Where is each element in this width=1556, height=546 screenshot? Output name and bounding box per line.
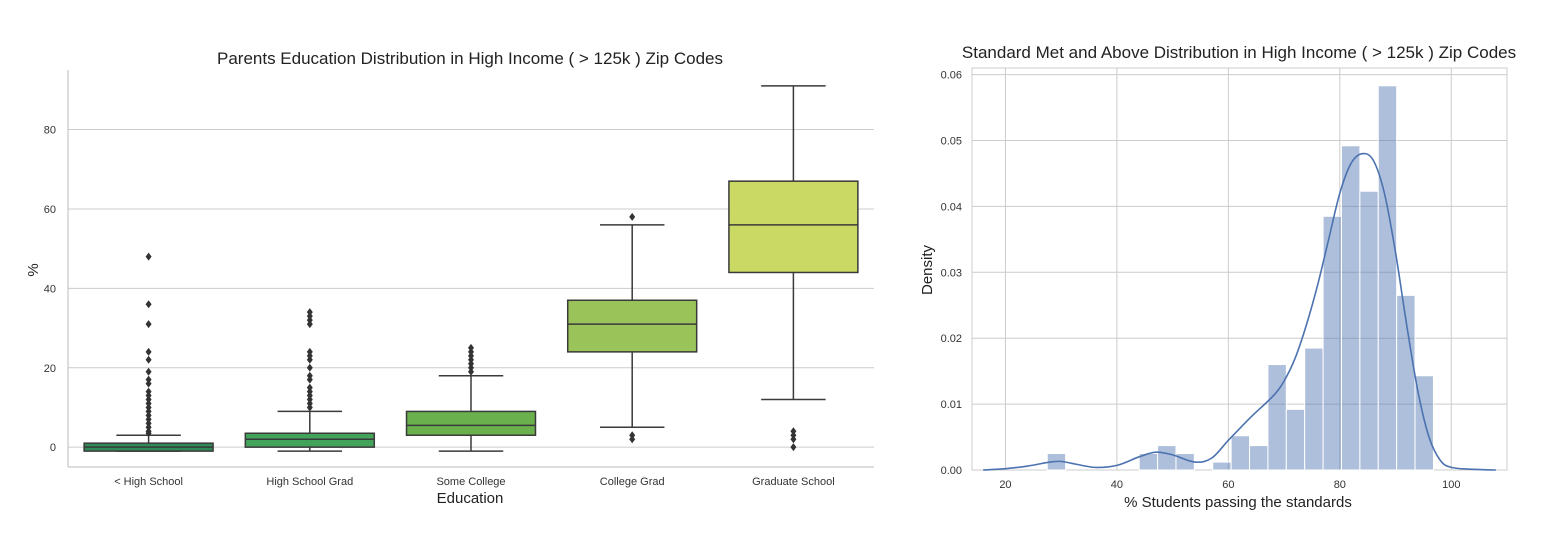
histogram-bar [1285,408,1306,471]
outlier-point [790,443,797,452]
histogram-chart: Standard Met and Above Distribution in H… [919,43,1516,511]
y-tick-label: 0 [50,442,56,454]
x-tick-label: 20 [999,479,1011,491]
histogram-bar [1359,190,1379,471]
x-tick-label: 100 [1442,479,1460,491]
y-tick-label: 0.06 [941,70,962,82]
box-body [244,432,376,448]
outlier-point [145,367,152,376]
outlier-point [468,343,474,352]
histogram-bar [1377,85,1398,471]
x-tick-label: < High School [114,476,183,488]
outlier-point [145,300,152,309]
x-tick-label: 40 [1111,479,1123,491]
box-3 [566,212,698,444]
histogram-bar [1304,347,1324,471]
histogram-y-axis-label: Density [919,244,936,295]
box-0 [83,252,214,452]
histogram-bar [1157,445,1177,471]
histogram-bar [1230,435,1251,471]
outlier-point [790,427,797,436]
outlier-point [306,371,313,380]
outlier-point [629,212,636,221]
histogram-bar [1249,445,1269,471]
boxplot-title: Parents Education Distribution in High I… [217,49,723,68]
y-tick-label: 20 [44,363,56,375]
outlier-point [145,355,152,364]
x-tick-label: College Grad [600,476,665,488]
box-body [405,410,537,436]
y-tick-label: 0.05 [941,135,962,147]
outlier-point [629,431,636,440]
histogram-x-axis-label: % Students passing the standards [1124,494,1352,511]
kde-curve [983,152,1496,471]
outlier-point [306,363,313,372]
outlier-point [306,383,313,392]
x-tick-label: High School Grad [266,476,353,488]
boxplot-chart: Parents Education Distribution in High I… [25,49,874,507]
y-tick-label: 0.04 [941,201,962,213]
box-4 [728,85,859,452]
outlier-point [145,320,152,329]
histogram-bar [1212,461,1232,471]
outlier-point [306,308,313,317]
x-tick-label: 60 [1222,479,1234,491]
outlier-point [145,375,152,384]
x-tick-label: Graduate School [752,476,835,488]
y-tick-label: 40 [44,283,56,295]
box-1 [244,308,376,452]
y-tick-label: 60 [44,204,56,216]
histogram-bar [1340,145,1361,471]
outlier-point [145,347,152,356]
x-tick-label: Some College [436,476,505,488]
box-body [566,299,698,353]
box-2 [405,343,537,452]
box-body [728,180,859,274]
y-tick-label: 0.03 [941,267,962,279]
outlier-point [145,252,152,261]
y-tick-label: 0.02 [941,333,962,345]
outlier-point [306,347,313,356]
x-tick-label: 80 [1334,479,1346,491]
outlier-point [145,387,152,396]
y-tick-label: 0.01 [941,399,962,411]
y-tick-label: 0.00 [941,465,962,477]
boxplot-y-axis-label: % [25,263,42,276]
histogram-title: Standard Met and Above Distribution in H… [962,43,1516,62]
boxplot-x-axis-label: Education [437,490,504,507]
y-tick-label: 80 [44,125,56,137]
